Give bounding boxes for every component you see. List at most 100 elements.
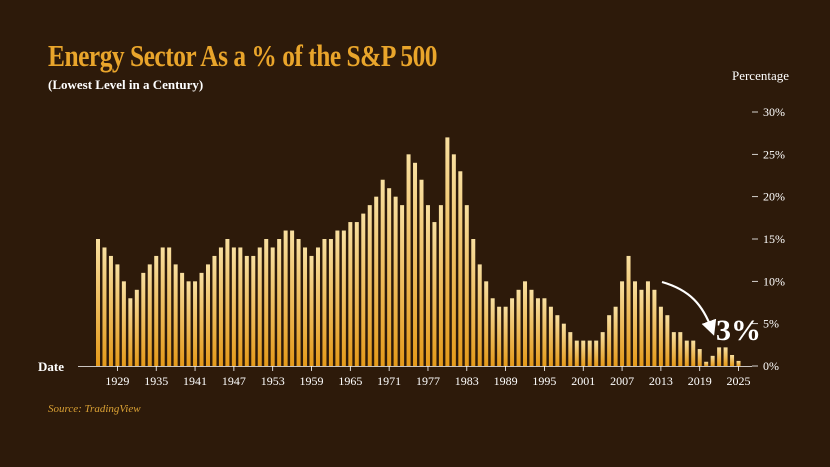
bar-1987 <box>490 298 495 366</box>
bar-1963 <box>335 230 340 366</box>
bar-1969 <box>374 196 379 366</box>
bar-1945 <box>218 247 223 366</box>
x-tick-label: 2001 <box>571 374 595 388</box>
x-tick-label: 1959 <box>300 374 324 388</box>
bar-1951 <box>257 247 262 366</box>
bar-1956 <box>290 230 295 366</box>
bar-2021 <box>710 355 715 366</box>
bar-1955 <box>283 230 288 366</box>
bar-1935 <box>154 255 159 366</box>
bar-2024 <box>730 354 735 366</box>
bar-1997 <box>555 315 560 366</box>
bar-1994 <box>535 298 540 366</box>
y-tick-label: 0% <box>763 359 779 373</box>
bar-2013 <box>658 306 663 366</box>
bar-2007 <box>620 281 625 366</box>
x-tick-label: 1935 <box>144 374 168 388</box>
bar-2009 <box>633 281 638 366</box>
x-tick-label: 2007 <box>610 374 634 388</box>
bar-2016 <box>678 332 683 366</box>
source-note: Source: TradingView <box>48 403 141 415</box>
bar-2012 <box>652 289 657 366</box>
bar-1996 <box>548 306 553 366</box>
y-tick-label: 15% <box>763 232 785 246</box>
bar-1948 <box>238 247 243 366</box>
x-tick-label: 1929 <box>105 374 129 388</box>
bar-1967 <box>361 213 366 366</box>
bar-1932 <box>134 289 139 366</box>
bar-1952 <box>264 239 269 366</box>
bar-1931 <box>128 298 133 366</box>
bar-1943 <box>205 264 210 366</box>
bar-1970 <box>380 179 385 366</box>
bar-2015 <box>671 332 676 366</box>
bar-1979 <box>438 205 443 366</box>
bar-1974 <box>406 154 411 366</box>
x-tick-label: 1989 <box>494 374 518 388</box>
bar-2014 <box>665 315 670 366</box>
callout-arrow <box>661 280 717 336</box>
bar-1995 <box>542 298 547 366</box>
y-tick-label: 5% <box>763 317 779 331</box>
bar-2001 <box>581 340 586 366</box>
chart-title: Energy Sector As a % of the S&P 500 <box>48 38 438 73</box>
bar-2000 <box>574 340 579 366</box>
x-tick-label: 1983 <box>455 374 479 388</box>
bar-1953 <box>270 247 275 366</box>
bar-1966 <box>354 222 359 366</box>
bar-1998 <box>561 323 566 366</box>
x-tick-label: 1977 <box>416 374 440 388</box>
bar-2018 <box>691 340 696 366</box>
bar-1984 <box>471 239 476 366</box>
bar-2004 <box>600 332 605 366</box>
bar-1989 <box>503 306 508 366</box>
bar-1959 <box>309 255 314 366</box>
bar-1926 <box>96 239 100 366</box>
y-tick-label: 10% <box>763 274 785 288</box>
bar-1928 <box>108 255 113 366</box>
bar-1936 <box>160 247 165 366</box>
bar-2025 <box>736 360 741 366</box>
x-tick-label: 2013 <box>649 374 673 388</box>
bar-1988 <box>497 306 502 366</box>
bar-1960 <box>315 247 320 366</box>
y-tick-label: 30% <box>763 105 785 119</box>
bar-1940 <box>186 281 191 366</box>
bar-1973 <box>400 205 405 366</box>
y-tick-label: 25% <box>763 147 785 161</box>
x-tick-label: 1965 <box>338 374 362 388</box>
bar-1983 <box>464 205 469 366</box>
chart-subtitle: (Lowest Level in a Century) <box>48 77 204 92</box>
bar-1985 <box>477 264 482 366</box>
bar-1939 <box>180 272 185 366</box>
bar-1933 <box>141 272 146 366</box>
bar-1962 <box>328 239 333 366</box>
bar-1958 <box>303 247 308 366</box>
x-tick-label: 1995 <box>532 374 556 388</box>
bar-1992 <box>523 281 528 366</box>
bar-1930 <box>121 281 126 366</box>
bar-1929 <box>115 264 120 366</box>
bar-2002 <box>587 340 592 366</box>
bar-1968 <box>367 205 372 366</box>
bar-1950 <box>251 255 256 366</box>
bar-1961 <box>322 239 327 366</box>
bar-1938 <box>173 264 178 366</box>
bar-1976 <box>419 179 424 366</box>
bar-1947 <box>231 247 236 366</box>
bar-2005 <box>607 315 612 366</box>
y-axis-label: Percentage <box>732 68 789 83</box>
bar-1978 <box>432 222 437 366</box>
bar-1957 <box>296 239 301 366</box>
callout-label: 3% <box>716 314 761 347</box>
x-tick-label: 2019 <box>688 374 712 388</box>
bar-1981 <box>451 154 456 366</box>
bar-2011 <box>645 281 650 366</box>
bar-1977 <box>425 205 430 366</box>
bar-1982 <box>458 171 463 366</box>
bar-1971 <box>387 188 392 366</box>
bar-2023 <box>723 347 728 366</box>
bar-1990 <box>510 298 515 366</box>
bar-2010 <box>639 289 644 366</box>
bar-1975 <box>413 162 418 366</box>
